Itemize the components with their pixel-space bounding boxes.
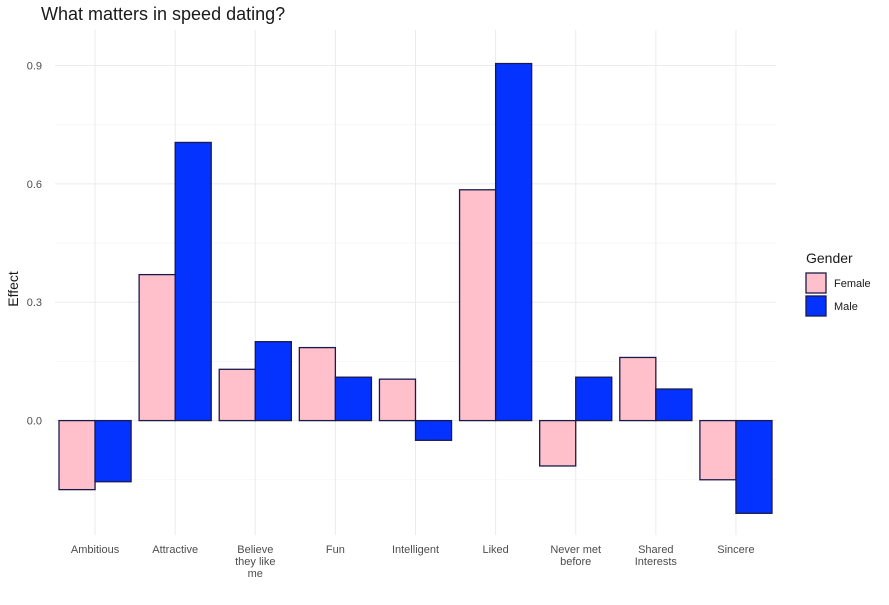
bar-male: [494, 62, 533, 422]
bar-male: [575, 376, 613, 422]
bar-male: [735, 419, 773, 514]
x-tick-label: Never met before: [550, 544, 601, 568]
legend-label-male: Male: [834, 301, 858, 313]
bar-female: [138, 273, 176, 422]
bar-male: [655, 388, 693, 422]
bars: [58, 62, 773, 514]
x-tick-label: Attractive: [152, 544, 198, 556]
y-tick-label: 0.3: [27, 297, 42, 309]
legend-key-female: [805, 272, 827, 294]
x-tick-label: Believe they like me: [235, 544, 275, 580]
y-axis-label: Effect: [5, 271, 21, 307]
legend-title: Gender: [806, 250, 853, 266]
x-tick-labels: Ambitious Attractive Believe they like me Fun…: [71, 544, 755, 580]
bar-male: [334, 376, 373, 422]
x-tick-label: Intelligent: [392, 544, 439, 556]
bar-female: [378, 378, 417, 422]
legend-label-female: Female: [834, 278, 871, 290]
bar-female: [58, 419, 96, 491]
bar-female: [298, 346, 337, 422]
x-tick-label: Shared Interests: [635, 544, 678, 568]
y-tick-label: 0.6: [27, 179, 42, 191]
x-tick-label: Ambitious: [71, 544, 120, 556]
y-tick-labels: 0.0 0.3 0.6 0.9: [27, 61, 42, 428]
x-tick-label: Fun: [326, 544, 345, 556]
bar-male: [254, 341, 292, 422]
bar-female: [619, 356, 657, 422]
bar-female: [539, 419, 577, 467]
x-tick-label: Sincere: [717, 544, 754, 556]
bar-male: [414, 419, 453, 441]
chart-title: What matters in speed dating?: [41, 4, 285, 24]
bar-female: [699, 419, 737, 481]
legend-key-male: [805, 295, 827, 317]
y-tick-label: 0.9: [27, 61, 42, 73]
bar-male: [174, 141, 212, 422]
legend: Gender Female Male: [805, 250, 871, 317]
y-tick-label: 0.0: [27, 416, 42, 428]
bar-male: [94, 419, 132, 483]
bar-female: [218, 368, 256, 422]
x-tick-label: Liked: [482, 544, 508, 556]
bar-female: [458, 189, 497, 422]
